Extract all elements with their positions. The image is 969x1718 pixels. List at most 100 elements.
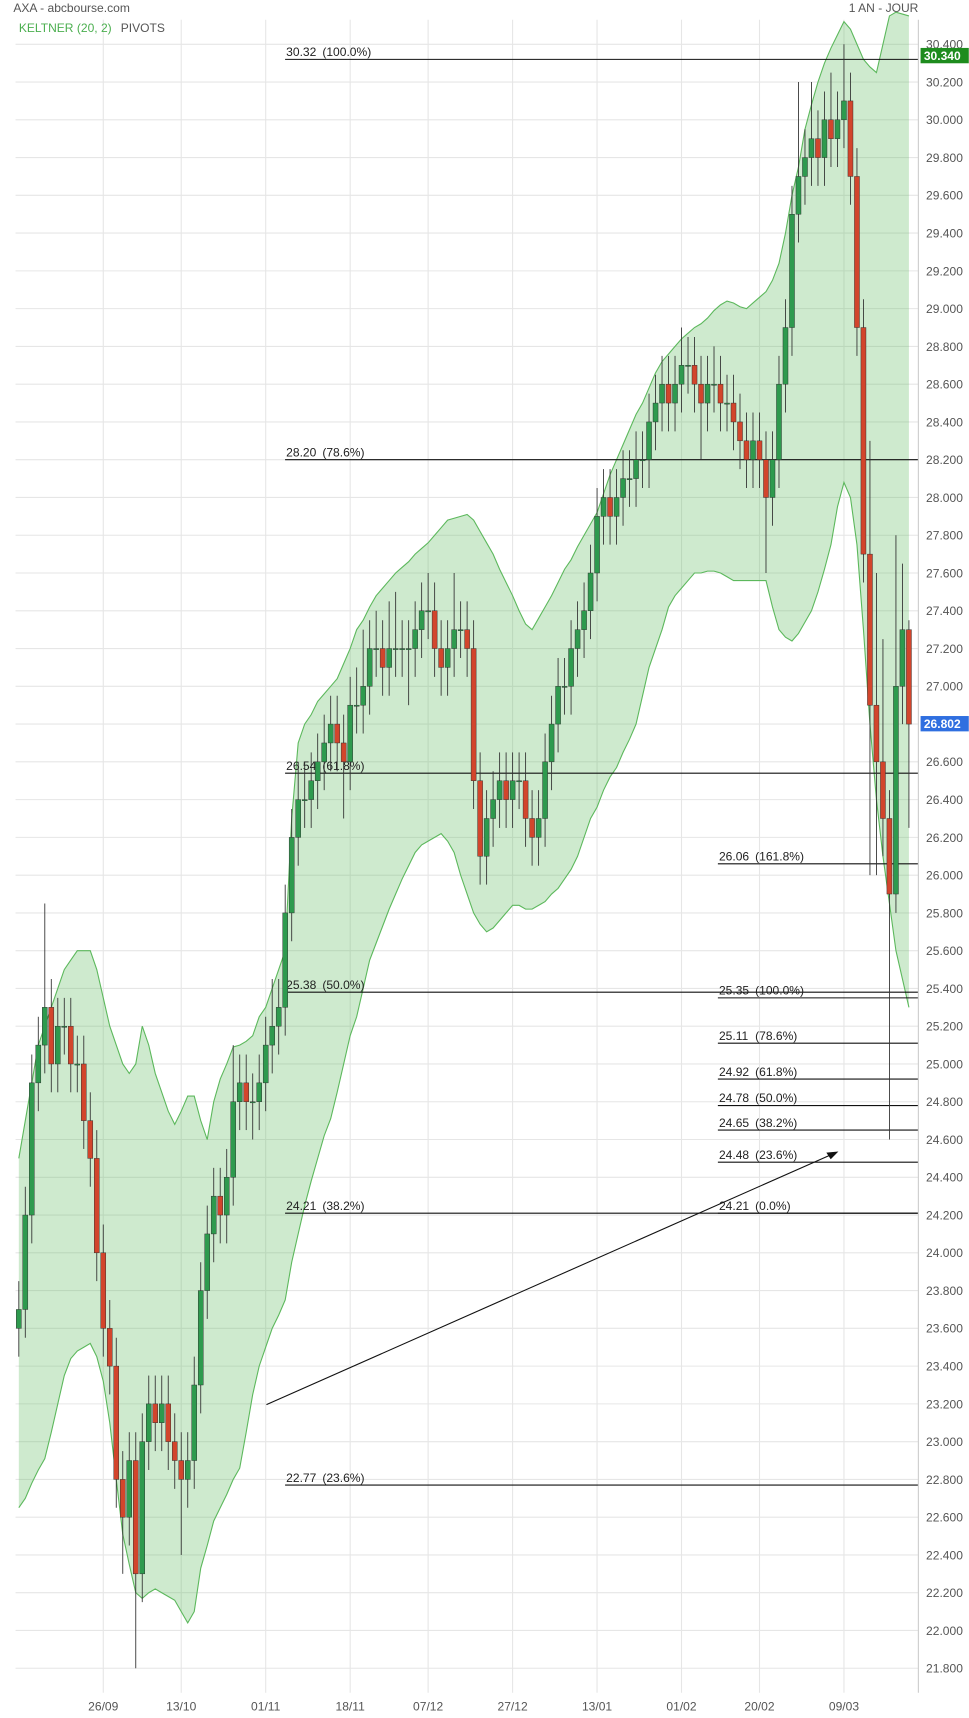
value-marker [920,716,969,732]
candle-body [607,497,613,517]
candle-body [873,704,880,763]
pivot-layer: 30.32 (100.0%) 28.20 (78.6%) 26.54 (61.8%) 25.… [285,45,919,1486]
y-tick-label: 23.800 [926,1284,963,1298]
candle-body [867,553,873,706]
candle-body [906,629,912,725]
candle-body [347,704,353,763]
candle-body [353,704,360,707]
candle-body [717,383,724,404]
candle-body [802,157,808,177]
x-tick-label: 13/10 [166,1699,196,1713]
candle-body [880,761,886,819]
candle-body [35,1044,42,1084]
band-fill [18,12,909,1623]
candle-body [626,478,633,480]
y-tick-label: 30.200 [926,75,963,89]
arrow-head [826,1151,839,1160]
candle-body [652,402,659,423]
y-tick-label: 24.800 [926,1095,963,1109]
candle-body [470,648,477,781]
candle-body [165,1403,171,1442]
candle-body [405,648,412,650]
y-tick-label: 29.000 [926,302,963,316]
candle-body [678,365,685,385]
y-tick-label: 28.200 [926,453,963,467]
pivot-ratio: (50.0%) [755,1091,797,1105]
pivot-value: 30.32 [286,45,316,59]
candle-body [399,648,405,650]
candle-body [724,402,730,405]
x-tick-label: 20/02 [744,1699,774,1713]
candle-body [126,1460,132,1518]
candle-body [750,440,756,460]
candle-body [159,1403,165,1423]
y-tick-label: 27.600 [926,566,963,580]
candle-body [107,1328,113,1367]
candle-body [379,648,386,668]
candle-body [548,723,555,763]
candle-body [841,100,847,121]
pivot-ratio: (23.6%) [755,1148,797,1162]
candle-body [490,799,496,819]
candle-body [295,799,301,838]
candle-body [496,780,503,800]
candle-body [555,686,561,725]
candle-body [223,1177,230,1216]
candle-body [561,686,568,688]
candle-body [178,1460,184,1480]
candle-body [262,1044,269,1084]
pivot-value: 24.92 [719,1065,749,1079]
x-tick-label: 26/09 [88,1699,118,1713]
candle-body [139,1441,145,1575]
y-tick-label: 22.000 [926,1624,963,1638]
y-tick-label: 27.200 [926,642,963,656]
candle-body [68,1025,74,1065]
candle-body [600,497,607,517]
candle-body [204,1233,210,1291]
band-layer [18,11,910,1625]
legend-keltner: KELTNER (20, 2) [19,21,112,35]
pivot-ratio: (78.6%) [322,445,364,459]
candle-body [418,610,425,630]
y-tick-label: 23.000 [926,1435,963,1449]
candle-body [81,1063,87,1121]
x-tick-label: 01/02 [666,1699,696,1713]
pivot-value: 25.35 [719,984,749,998]
y-tick-label: 24.600 [926,1133,963,1147]
candle-body [197,1290,204,1386]
y-tick-label: 25.000 [926,1057,963,1071]
candle-body [249,1101,256,1104]
candle-body [366,648,373,687]
y-tick-label: 30.000 [926,113,963,127]
candle-body [308,780,314,800]
y-tick-label: 26.400 [926,793,963,807]
candle-body [893,686,899,895]
candle-body [698,383,704,404]
y-tick-label: 28.800 [926,340,963,354]
pivot-ratio: (38.2%) [755,1116,797,1130]
candle-body [340,742,347,763]
x-tick-label: 07/12 [413,1699,443,1713]
candle-body [529,818,535,838]
y-tick-label: 29.200 [926,264,963,278]
candle-body [334,723,340,744]
candle-body [61,1025,68,1028]
y-tick-label: 25.800 [926,906,963,920]
pivot-ratio: (100.0%) [755,984,804,998]
candle-body [516,780,522,783]
y-tick-label: 22.200 [926,1586,963,1600]
candle-body [243,1082,249,1102]
candle-body [230,1101,236,1178]
candle-body [236,1082,243,1102]
pivot-value: 24.21 [719,1199,749,1213]
candle-body [581,610,587,630]
candle-body [769,459,776,498]
candle-body [464,629,470,649]
candle-body [133,1460,139,1575]
pivot-value: 26.54 [286,759,316,773]
pivot-ratio: (61.8%) [755,1065,797,1079]
candle-body [672,383,678,404]
candle-body [756,440,763,460]
y-tick-label: 24.400 [926,1171,963,1185]
